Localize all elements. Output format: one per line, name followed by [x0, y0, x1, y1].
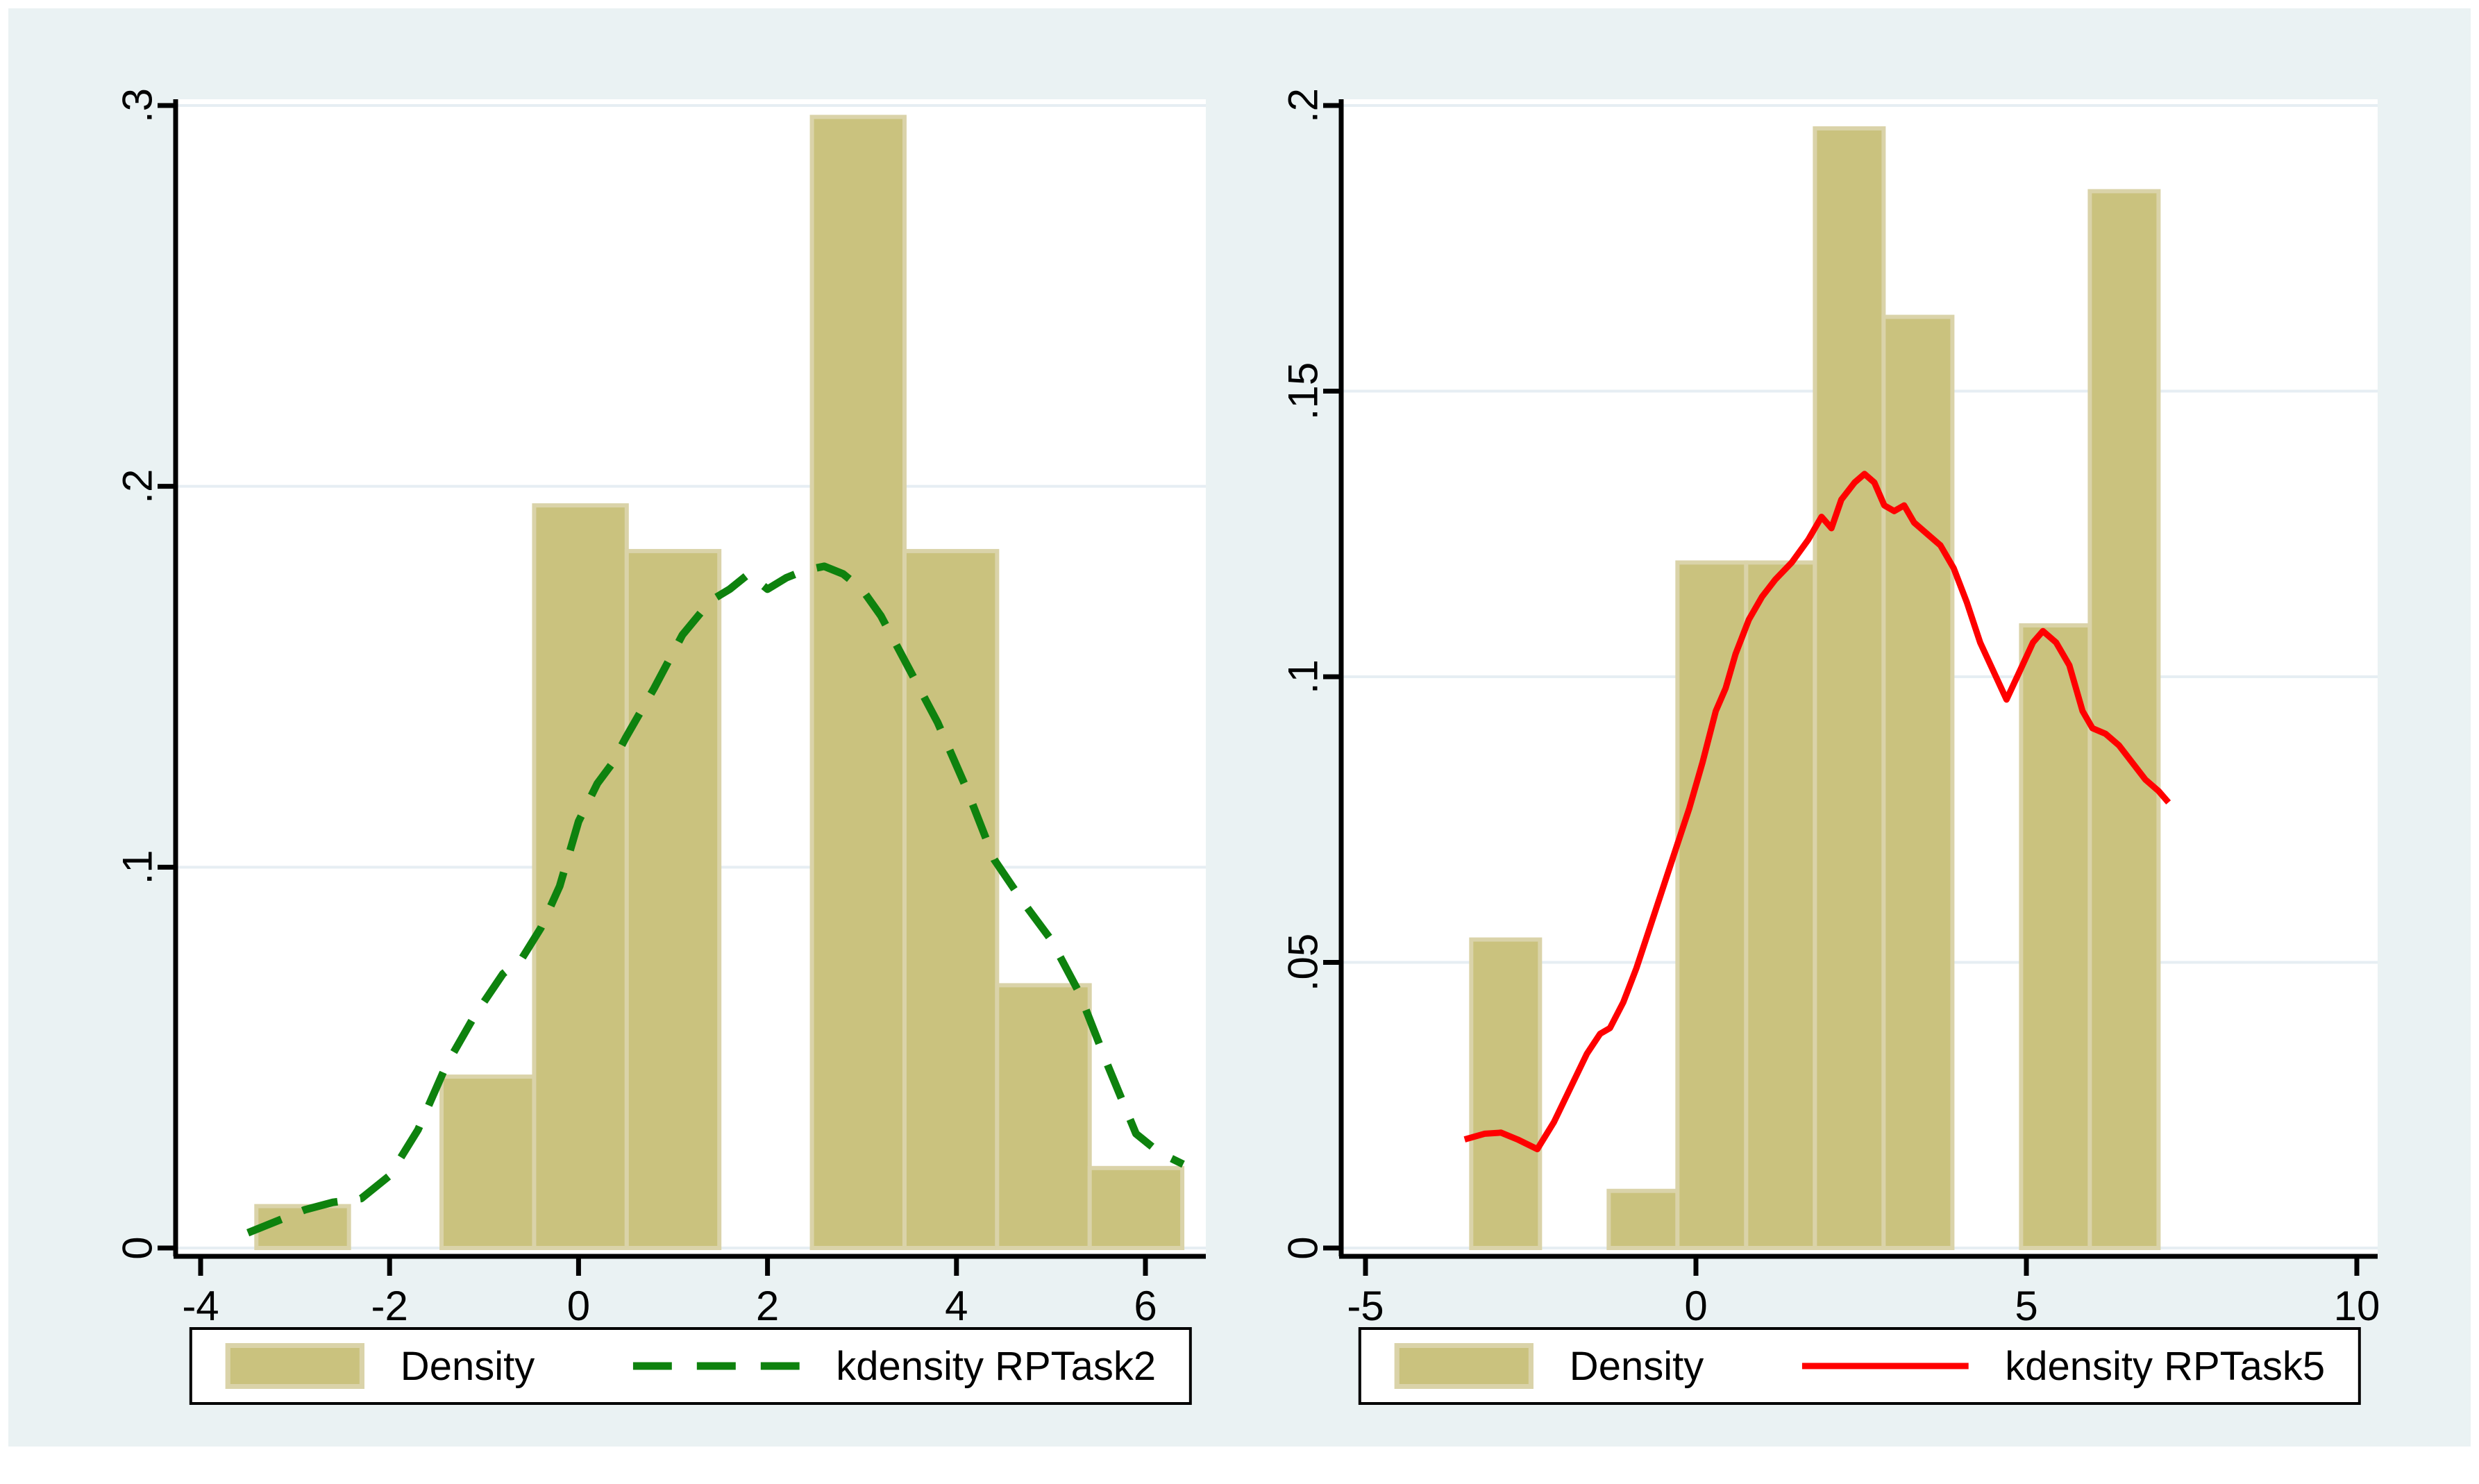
left-histogram-bar [532, 503, 629, 1250]
left-x-tick-label: 2 [756, 1283, 779, 1329]
right-histogram-bar [1675, 560, 1749, 1250]
right-histogram-bar [2019, 623, 2092, 1250]
left-x-tick-label: 4 [945, 1283, 968, 1329]
right-x-tick-label: 10 [2334, 1283, 2380, 1329]
legend-label-density-left: Density [400, 1343, 535, 1389]
right-y-tick-label: 0 [1280, 1236, 1327, 1259]
density-swatch [1394, 1343, 1533, 1389]
left-y-tick-label: .3 [115, 88, 161, 123]
right-histogram-bar [2087, 189, 2161, 1251]
left-histogram-bar [1087, 1165, 1185, 1250]
legend-left: Density kdensity RPTask2 [189, 1327, 1193, 1405]
legend-label-kdensity-rptask5: kdensity RPTask5 [2005, 1343, 2326, 1389]
right-y-tick-label: .2 [1280, 88, 1327, 123]
right-x-tick-label: 0 [1684, 1283, 1707, 1329]
right-y-tick-label: .15 [1280, 362, 1327, 420]
right-kde-line [1463, 471, 2171, 1153]
left-x-tick-label: -4 [182, 1283, 219, 1329]
left-x-tick-label: 0 [567, 1283, 590, 1329]
right-histogram-bar [1606, 1188, 1680, 1250]
legend-right: Density kdensity RPTask5 [1358, 1327, 2362, 1405]
left-x-tick-label: 6 [1134, 1283, 1157, 1329]
right-histogram-bar [1744, 560, 1817, 1250]
left-histogram-bar [624, 548, 722, 1250]
left-histogram-bar [902, 548, 1000, 1250]
left-y-tick-label: .1 [115, 850, 161, 884]
left-x-tick-label: -2 [371, 1283, 408, 1329]
right-histogram-bar [1813, 126, 1886, 1250]
left-histogram-bar [254, 1204, 351, 1250]
right-histogram-bar [1469, 937, 1543, 1250]
left-y-tick-label: .2 [115, 469, 161, 504]
kdensity-dashed-line-sample [633, 1362, 800, 1370]
right-x-tick-label: -5 [1347, 1283, 1384, 1329]
legend-label-kdensity-rptask2: kdensity RPTask2 [836, 1343, 1157, 1389]
right-y-tick-label: .1 [1280, 659, 1327, 694]
right-histogram-bar [1881, 314, 1955, 1250]
right-x-tick-label: 5 [2015, 1283, 2037, 1329]
left-histogram-bar [995, 983, 1092, 1251]
legend-label-density-right: Density [1569, 1343, 1704, 1389]
left-y-tick-label: 0 [115, 1236, 161, 1259]
left-histogram-bar [439, 1074, 537, 1251]
kdensity-solid-line-sample [1802, 1363, 1969, 1369]
left-kde-line [246, 562, 1185, 1237]
density-swatch [225, 1343, 364, 1389]
left-histogram-bar [809, 115, 907, 1251]
right-y-tick-label: .05 [1280, 934, 1327, 991]
